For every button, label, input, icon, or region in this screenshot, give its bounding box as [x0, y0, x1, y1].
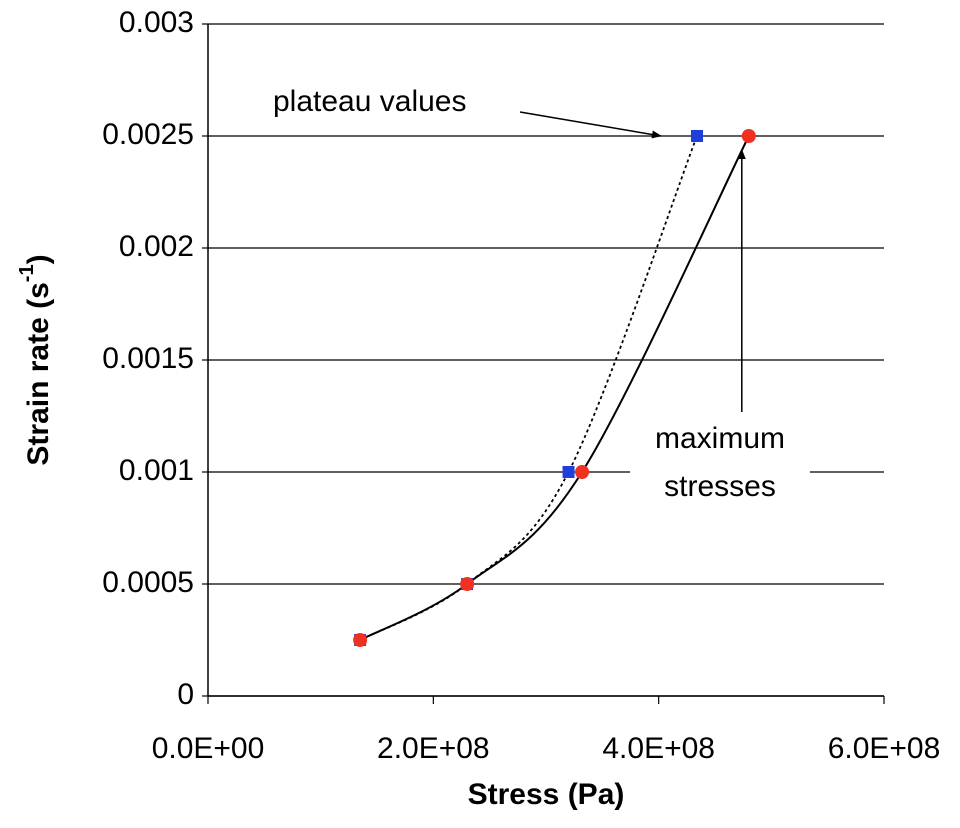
y-tick-label: 0.002 [119, 230, 194, 263]
annotation-text: stresses [664, 470, 776, 503]
y-tick-label: 0.003 [119, 6, 194, 39]
y-tick-label: 0 [177, 678, 194, 711]
x-tick-label: 6.0E+08 [828, 732, 941, 765]
annotation-text: maximum [655, 422, 785, 455]
series-line [359, 135, 750, 641]
y-tick-label: 0.0025 [102, 118, 194, 151]
annotation: maximum stresses [630, 149, 810, 510]
x-tick-label: 0.0E+00 [152, 732, 265, 765]
point [575, 465, 590, 479]
annotation-bg [630, 420, 810, 510]
point [353, 633, 368, 647]
annotation-text: plateau values [273, 85, 466, 118]
point [690, 130, 703, 142]
point [460, 577, 475, 591]
point [741, 129, 756, 143]
x-tick-label: 4.0E+08 [602, 732, 715, 765]
y-tick-label: 0.0005 [102, 566, 194, 599]
x-axis-title: Stress (Pa) [468, 778, 625, 811]
series-line [359, 135, 698, 641]
x-tick-label: 2.0E+08 [377, 732, 490, 765]
annotation: plateau values [273, 85, 662, 139]
y-axis-title: Strain rate (s-1) [16, 254, 55, 465]
y-tick-label: 0.0015 [102, 342, 194, 375]
point [562, 466, 575, 478]
annotation-arrow [519, 111, 662, 139]
y-tick-label: 0.001 [119, 454, 194, 487]
